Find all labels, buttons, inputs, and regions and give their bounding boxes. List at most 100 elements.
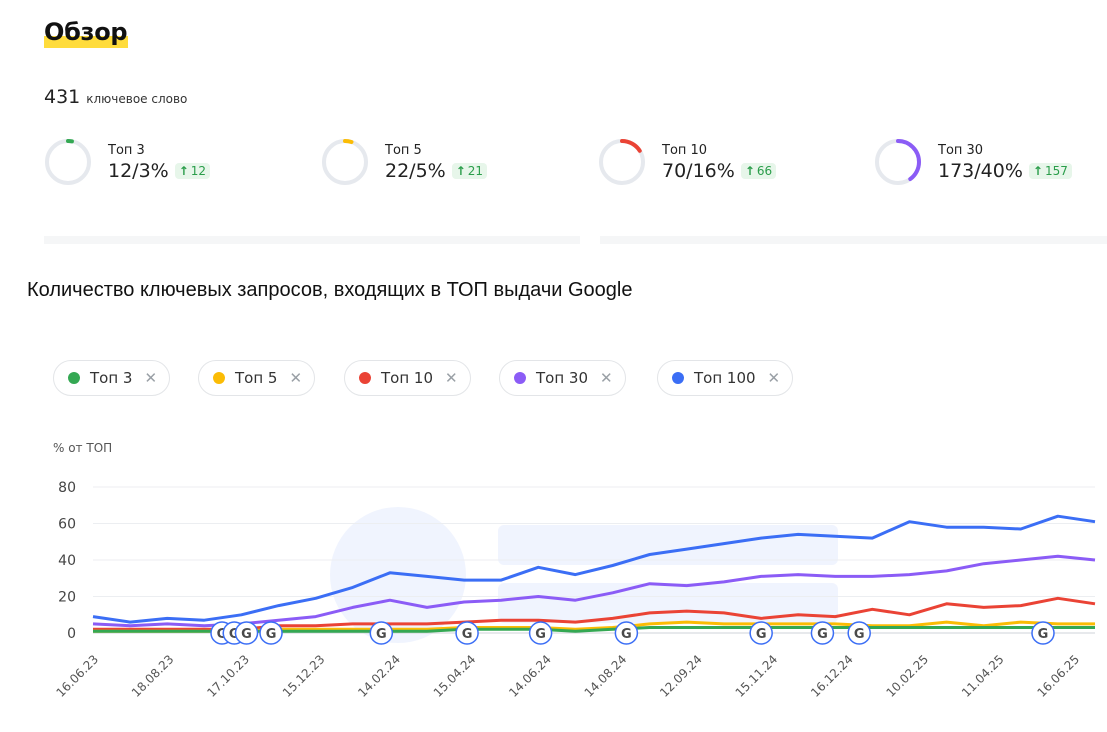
stat-value: 12/3% [108, 159, 169, 182]
stat-top30: Топ 30 173/40% ↑ 157 [874, 138, 1072, 186]
ring-track [45, 139, 91, 185]
google-update-icon[interactable]: G [455, 621, 479, 645]
svg-text:G: G [217, 627, 228, 642]
arrow-up-icon: ↑ [1032, 163, 1043, 178]
google-update-icon[interactable]: G [528, 621, 553, 645]
progress-ring [599, 139, 645, 185]
delta-value: 12 [190, 163, 207, 178]
series-line [92, 554, 1096, 628]
google-update-icon[interactable]: G [369, 621, 394, 645]
legend-dot-icon [672, 372, 684, 384]
legend-dot-icon [213, 372, 225, 384]
svg-text:G: G [1038, 627, 1049, 642]
stat-value: 173/40% [938, 159, 1023, 182]
google-update-icon[interactable]: G [810, 621, 835, 645]
legend-chip-top100[interactable]: Топ 100 ✕ [657, 360, 794, 396]
google-update-icon[interactable]: G [614, 621, 639, 645]
series-line [93, 596, 1096, 631]
svg-text:G: G [817, 627, 828, 642]
close-icon[interactable]: ✕ [289, 369, 303, 387]
page-title: Обзор [44, 18, 128, 46]
y-tick-label: 60 [58, 517, 76, 533]
arrow-up-icon: ↑ [744, 163, 755, 178]
svg-text:G: G [376, 627, 387, 642]
delta-badge: ↑ 12 [174, 162, 211, 179]
legend-chip-top10[interactable]: Топ 10 ✕ [344, 360, 471, 396]
x-tick-label: 16.06.25 [1034, 652, 1082, 700]
progress-ring [875, 139, 921, 185]
x-tick-label: 14.02.24 [355, 652, 403, 700]
stat-label: Топ 3 [108, 142, 145, 158]
svg-text:G: G [266, 627, 277, 642]
legend-chip-top5[interactable]: Топ 5 ✕ [198, 360, 316, 396]
google-update-icon[interactable]: G [847, 621, 871, 645]
ring-fill [599, 139, 645, 185]
ring-fill [45, 139, 91, 185]
ring-fill [875, 139, 921, 185]
keyword-count: 431 ключевое слово [44, 86, 187, 108]
y-tick-label: 40 [58, 553, 76, 569]
x-tick-label: 15.04.24 [431, 652, 479, 700]
legend-chip-label: Топ 100 [694, 369, 756, 387]
chart-heading: Количество ключевых запросов, входящих в… [27, 279, 633, 301]
x-tick-label: 12.09.24 [657, 652, 705, 700]
svg-text:G: G [535, 627, 546, 642]
close-icon[interactable]: ✕ [445, 369, 458, 387]
x-tick-label: 16.12.24 [808, 652, 856, 700]
legend-chip-label: Топ 30 [536, 369, 589, 387]
progress-ring [45, 139, 91, 185]
legend-dot-icon [68, 372, 80, 384]
google-update-icon[interactable]: G [1031, 621, 1055, 645]
legend-chip-label: Топ 5 [235, 369, 278, 387]
x-tick-label: 14.08.24 [582, 652, 630, 700]
svg-text:G: G [756, 627, 767, 642]
stat-top5: Топ 5 22/5% ↑ 21 [321, 138, 488, 186]
close-icon[interactable]: ✕ [767, 369, 781, 387]
legend-chip-top30[interactable]: Топ 30 ✕ [499, 360, 626, 396]
svg-text:G: G [621, 627, 632, 642]
y-axis-label: % от ТОП [53, 441, 112, 455]
delta-badge: ↑ 157 [1028, 162, 1072, 179]
delta-badge: ↑ 21 [451, 162, 488, 179]
card-divider [44, 236, 580, 244]
keyword-count-number: 431 [44, 86, 81, 108]
stat-label: Топ 10 [662, 142, 708, 158]
stat-top3: Топ 3 12/3% ↑ 12 [44, 138, 211, 186]
close-icon[interactable]: ✕ [600, 369, 613, 387]
svg-text:G: G [854, 627, 865, 642]
close-icon[interactable]: ✕ [144, 369, 158, 387]
legend-chip-top3[interactable]: Топ 3 ✕ [53, 360, 171, 396]
x-tick-label: 15.11.24 [733, 652, 781, 700]
stat-label: Топ 5 [385, 142, 422, 158]
series-line [92, 514, 1096, 624]
stat-value: 22/5% [385, 159, 446, 182]
svg-text:G: G [229, 627, 240, 642]
y-tick-label: 20 [58, 590, 76, 606]
keyword-count-label: ключевое слово [86, 92, 188, 106]
legend-dot-icon [514, 372, 526, 384]
arrow-up-icon: ↑ [178, 163, 189, 178]
ring-fill [322, 139, 368, 185]
x-tick-label: 15.12.23 [280, 652, 328, 700]
card-divider [600, 236, 1107, 244]
legend-dot-icon [359, 372, 371, 384]
stat-label: Топ 30 [938, 142, 984, 158]
google-update-icon[interactable]: G [234, 621, 259, 645]
google-update-icon[interactable]: G [259, 621, 283, 645]
y-tick-label: 80 [58, 480, 76, 496]
google-update-icon[interactable]: G [749, 621, 773, 645]
x-tick-label: 18.08.23 [129, 652, 177, 700]
svg-text:G: G [462, 627, 473, 642]
legend-chip-label: Топ 3 [90, 369, 133, 387]
stat-value: 70/16% [662, 159, 735, 182]
x-tick-label: 14.06.24 [506, 652, 554, 700]
ring-track [322, 139, 368, 185]
delta-value: 157 [1044, 163, 1068, 178]
legend-chip-label: Топ 10 [381, 369, 434, 387]
x-tick-label: 11.04.25 [959, 652, 1007, 700]
y-tick-label: 0 [67, 626, 76, 642]
x-tick-label: 10.02.25 [884, 652, 932, 700]
delta-value: 66 [756, 163, 773, 178]
arrow-up-icon: ↑ [455, 163, 466, 178]
